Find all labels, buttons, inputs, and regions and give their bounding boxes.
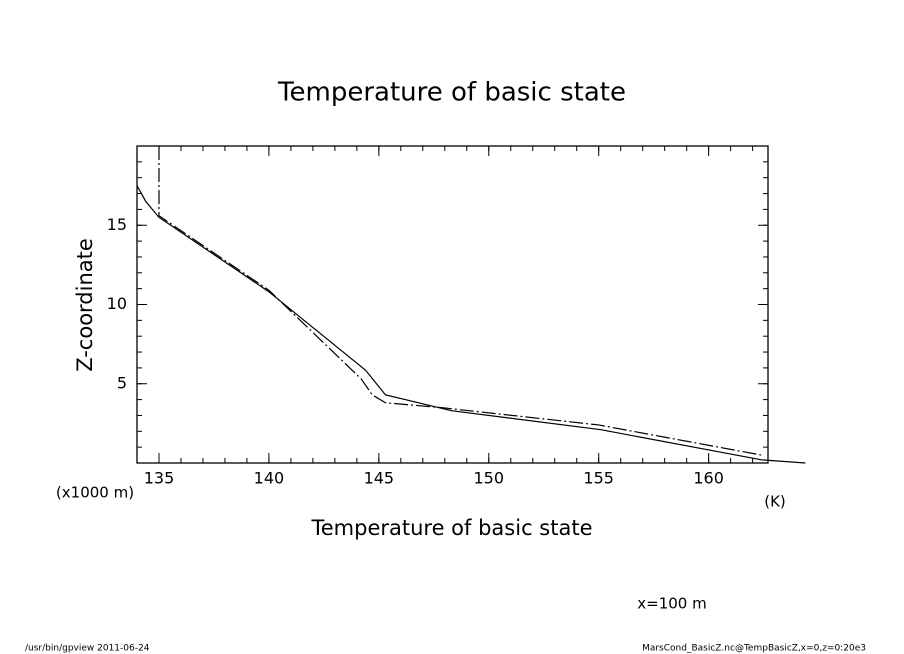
x-axis-label: Temperature of basic state xyxy=(310,516,592,540)
x-tick-label: 135 xyxy=(144,469,175,488)
y-unit: (x1000 m) xyxy=(56,484,134,502)
y-axis-label: Z-coordinate xyxy=(73,238,97,372)
data-line xyxy=(136,185,806,464)
annotation: x=100 m xyxy=(637,595,706,613)
x-tick-label: 155 xyxy=(583,469,614,488)
y-tick-label: 15 xyxy=(107,215,127,234)
chart-title: Temperature of basic state xyxy=(277,78,626,108)
plot-frame xyxy=(136,145,769,464)
footer-right: MarsCond_BasicZ.nc@TempBasicZ,x=0,z=0:20… xyxy=(642,644,866,654)
y-tick-label: 5 xyxy=(117,373,127,392)
data-line xyxy=(158,146,762,456)
x-unit: (K) xyxy=(764,493,786,511)
y-tick-label: 10 xyxy=(107,294,127,313)
footer-left: /usr/bin/gpview 2011-06-24 xyxy=(25,644,150,654)
x-tick-label: 160 xyxy=(693,469,724,488)
x-tick-label: 140 xyxy=(254,469,285,488)
x-tick-label: 145 xyxy=(364,469,395,488)
x-tick-label: 150 xyxy=(474,469,505,488)
